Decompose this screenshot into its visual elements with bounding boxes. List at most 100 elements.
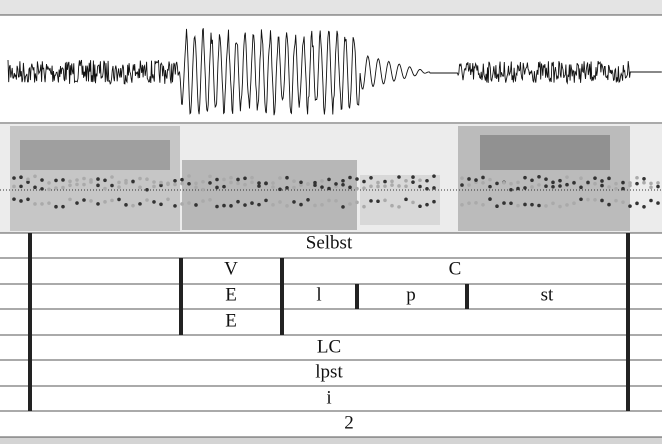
formant-dot bbox=[306, 198, 310, 202]
formant-dot bbox=[320, 179, 324, 183]
formant-dot bbox=[369, 199, 373, 203]
formant-dot bbox=[488, 178, 492, 182]
formant-dot bbox=[299, 181, 303, 185]
formant-dot bbox=[250, 201, 254, 205]
formant-dot bbox=[110, 199, 114, 203]
formant-dot bbox=[82, 177, 86, 181]
formant-dot bbox=[544, 177, 548, 181]
formant-dot bbox=[12, 176, 16, 180]
interval-label[interactable]: C bbox=[449, 258, 462, 279]
formant-dot bbox=[103, 179, 107, 183]
interval-label[interactable]: p bbox=[406, 284, 416, 305]
interval-label[interactable]: st bbox=[541, 284, 554, 305]
formant-dot bbox=[355, 187, 359, 191]
formant-dot bbox=[54, 179, 58, 183]
formant-dot bbox=[75, 178, 79, 182]
formant-dot bbox=[551, 185, 555, 189]
formant-dot bbox=[187, 182, 191, 186]
interval-label[interactable]: l bbox=[316, 284, 321, 305]
formant-dot bbox=[495, 204, 499, 208]
formant-dot bbox=[278, 200, 282, 204]
formant-dot bbox=[26, 177, 30, 181]
formant-dot bbox=[593, 198, 597, 202]
formant-dot bbox=[467, 177, 471, 181]
formant-dot bbox=[215, 178, 219, 182]
interval-label[interactable]: E bbox=[225, 310, 237, 331]
formant-dot bbox=[516, 181, 520, 185]
formant-dot bbox=[320, 203, 324, 207]
formant-dot bbox=[390, 183, 394, 187]
interval-label[interactable]: E bbox=[225, 284, 237, 305]
formant-dot bbox=[348, 176, 352, 180]
formant-dot bbox=[82, 183, 86, 187]
formant-dot bbox=[82, 198, 86, 202]
formant-dot bbox=[509, 201, 513, 205]
interval-label[interactable]: i bbox=[326, 387, 331, 408]
formant-dot bbox=[481, 203, 485, 207]
formant-dot bbox=[341, 205, 345, 209]
formant-dot bbox=[173, 179, 177, 183]
formant-dot bbox=[124, 179, 128, 183]
formant-dot bbox=[621, 200, 625, 204]
interval-label[interactable]: Selbst bbox=[306, 232, 353, 253]
formant-dot bbox=[194, 203, 198, 207]
formant-dot bbox=[243, 203, 247, 207]
formant-dot bbox=[166, 198, 170, 202]
formant-dot bbox=[537, 175, 541, 179]
formant-dot bbox=[411, 180, 415, 184]
formant-dot bbox=[124, 203, 128, 207]
bottom-bar bbox=[0, 437, 662, 444]
formant-dot bbox=[621, 181, 625, 185]
formant-dot bbox=[208, 181, 212, 185]
formant-dot bbox=[523, 176, 527, 180]
formant-dot bbox=[642, 181, 646, 185]
formant-dot bbox=[656, 185, 660, 189]
formant-dot bbox=[173, 204, 177, 208]
interval-label[interactable]: V bbox=[224, 258, 238, 279]
formant-dot bbox=[285, 176, 289, 180]
formant-dot bbox=[215, 186, 219, 190]
interval-label[interactable]: lpst bbox=[315, 361, 343, 382]
formant-dot bbox=[488, 197, 492, 201]
interval-label[interactable]: 2 bbox=[344, 412, 354, 433]
formant-dot bbox=[33, 174, 37, 178]
formant-dot bbox=[285, 186, 289, 190]
formant-dot bbox=[369, 184, 373, 188]
formant-dot bbox=[313, 204, 317, 208]
formant-dot bbox=[383, 180, 387, 184]
formant-dot bbox=[656, 181, 660, 185]
formant-dot bbox=[54, 205, 58, 209]
formant-dot bbox=[292, 200, 296, 204]
formant-dot bbox=[145, 177, 149, 181]
formant-dot bbox=[292, 179, 296, 183]
formant-dot bbox=[362, 180, 366, 184]
formant-dot bbox=[89, 199, 93, 203]
formant-dot bbox=[138, 186, 142, 190]
formant-dot bbox=[607, 185, 611, 189]
formant-dot bbox=[152, 185, 156, 189]
formant-dot bbox=[628, 204, 632, 208]
formant-dot bbox=[292, 186, 296, 190]
formant-dot bbox=[376, 185, 380, 189]
interval-label[interactable]: LC bbox=[317, 336, 341, 357]
formant-dot bbox=[432, 174, 436, 178]
formant-dot bbox=[635, 202, 639, 206]
formant-dot bbox=[215, 205, 219, 209]
formant-dot bbox=[635, 182, 639, 186]
formant-dot bbox=[369, 176, 373, 180]
formant-dot bbox=[649, 182, 653, 186]
formant-dot bbox=[208, 198, 212, 202]
tier-labels: Selbst V C E l p st E LC lpst i 2 bbox=[224, 232, 554, 433]
formant-dot bbox=[348, 202, 352, 206]
formant-dot bbox=[61, 205, 65, 209]
formant-dot bbox=[460, 176, 464, 180]
formant-dot bbox=[509, 182, 513, 186]
boundaries bbox=[30, 233, 628, 411]
formant-dot bbox=[47, 201, 51, 205]
formant-dot bbox=[201, 199, 205, 203]
formant-dot bbox=[334, 182, 338, 186]
formant-dot bbox=[404, 184, 408, 188]
spectrogram bbox=[0, 124, 662, 233]
formant-dot bbox=[19, 175, 23, 179]
formant-dot bbox=[138, 202, 142, 206]
